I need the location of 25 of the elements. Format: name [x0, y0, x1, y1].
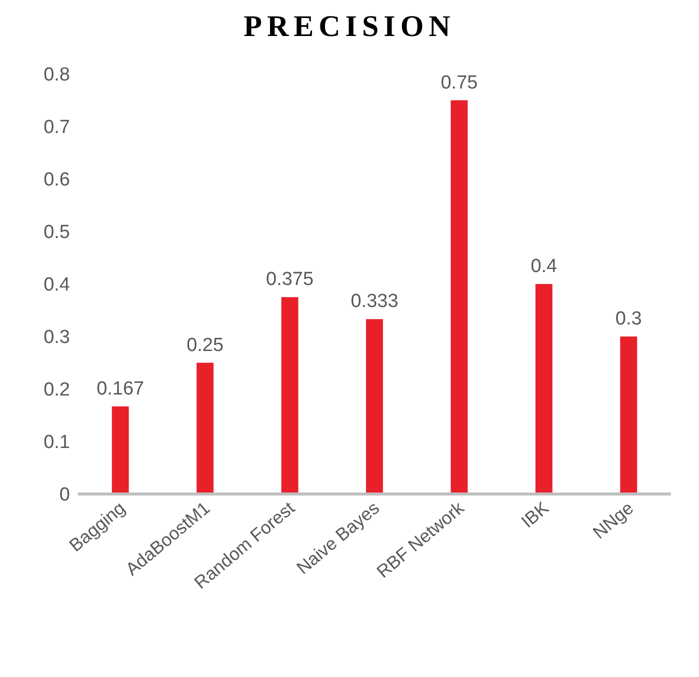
chart-title: PRECISION — [242, 10, 456, 44]
y-tick-label: 0.5 — [44, 222, 70, 244]
bar — [112, 406, 129, 494]
bar — [450, 100, 468, 494]
data-label: 0.167 — [96, 378, 144, 400]
data-label: 0.3 — [615, 308, 642, 330]
y-tick-label: 0.4 — [44, 274, 70, 296]
data-label: 0.25 — [186, 334, 224, 356]
data-label: 0.75 — [440, 72, 478, 94]
data-label: 0.333 — [350, 291, 398, 312]
bar — [366, 319, 383, 494]
y-tick-label: 0.1 — [44, 432, 70, 454]
y-tick-label: 0.7 — [44, 117, 70, 138]
y-tick-label: 0.2 — [44, 380, 70, 401]
y-tick-label: 0.6 — [44, 170, 70, 191]
data-label: 0.375 — [266, 269, 314, 290]
bar — [196, 362, 214, 494]
bar — [620, 336, 638, 494]
x-tick-label: IBK — [517, 498, 552, 532]
y-tick-label: 0.3 — [44, 327, 70, 348]
bar — [281, 297, 298, 494]
bar — [535, 284, 552, 494]
y-tick-label: 0 — [59, 484, 70, 506]
y-tick-label: 0.8 — [44, 64, 70, 86]
data-label: 0.4 — [530, 256, 558, 277]
